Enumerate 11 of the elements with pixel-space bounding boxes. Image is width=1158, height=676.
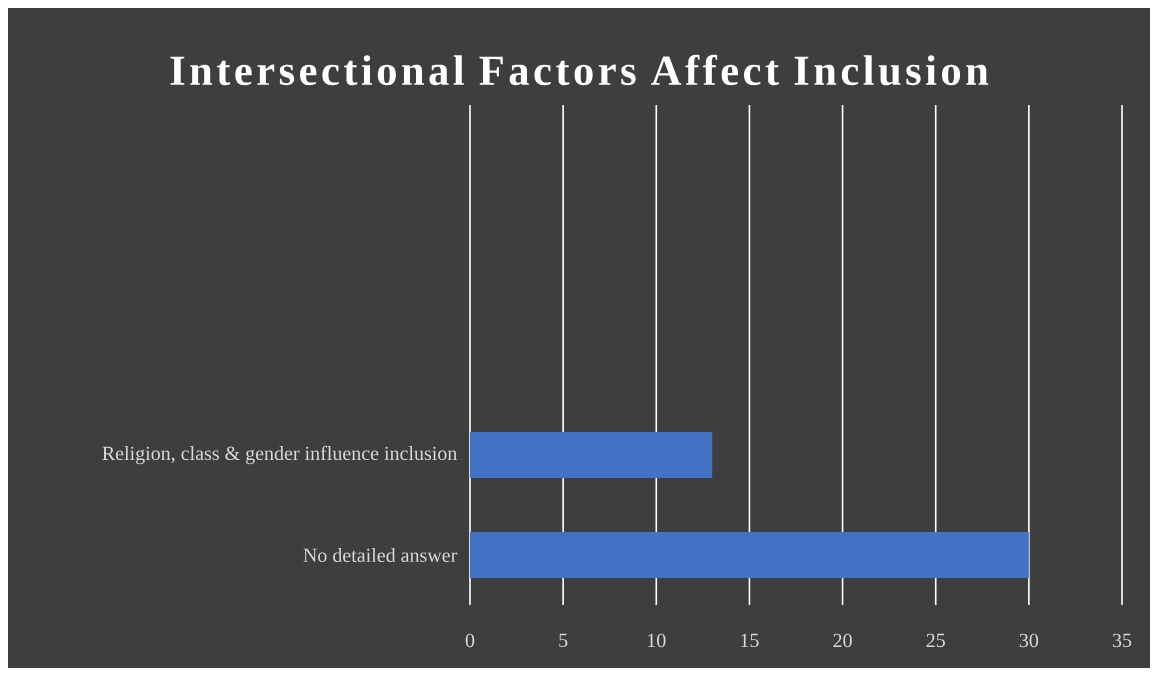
x-tick-label: 15 (741, 633, 759, 648)
y-tick-label: Religion, class & gender influence inclusion (102, 445, 458, 465)
chart-title: Intersectional Factors Affect Inclusion (170, 54, 989, 86)
x-tick-label: 5 (559, 633, 568, 647)
x-tick-label: 25 (926, 633, 945, 648)
x-tick-label: 30 (1019, 633, 1039, 648)
y-tick-label: No detailed answer (303, 547, 458, 563)
x-tick-label: 0 (465, 633, 475, 648)
x-tick-label: 10 (648, 633, 666, 648)
x-tick-label: 35 (1112, 633, 1132, 648)
x-tick-label: 20 (833, 633, 852, 648)
